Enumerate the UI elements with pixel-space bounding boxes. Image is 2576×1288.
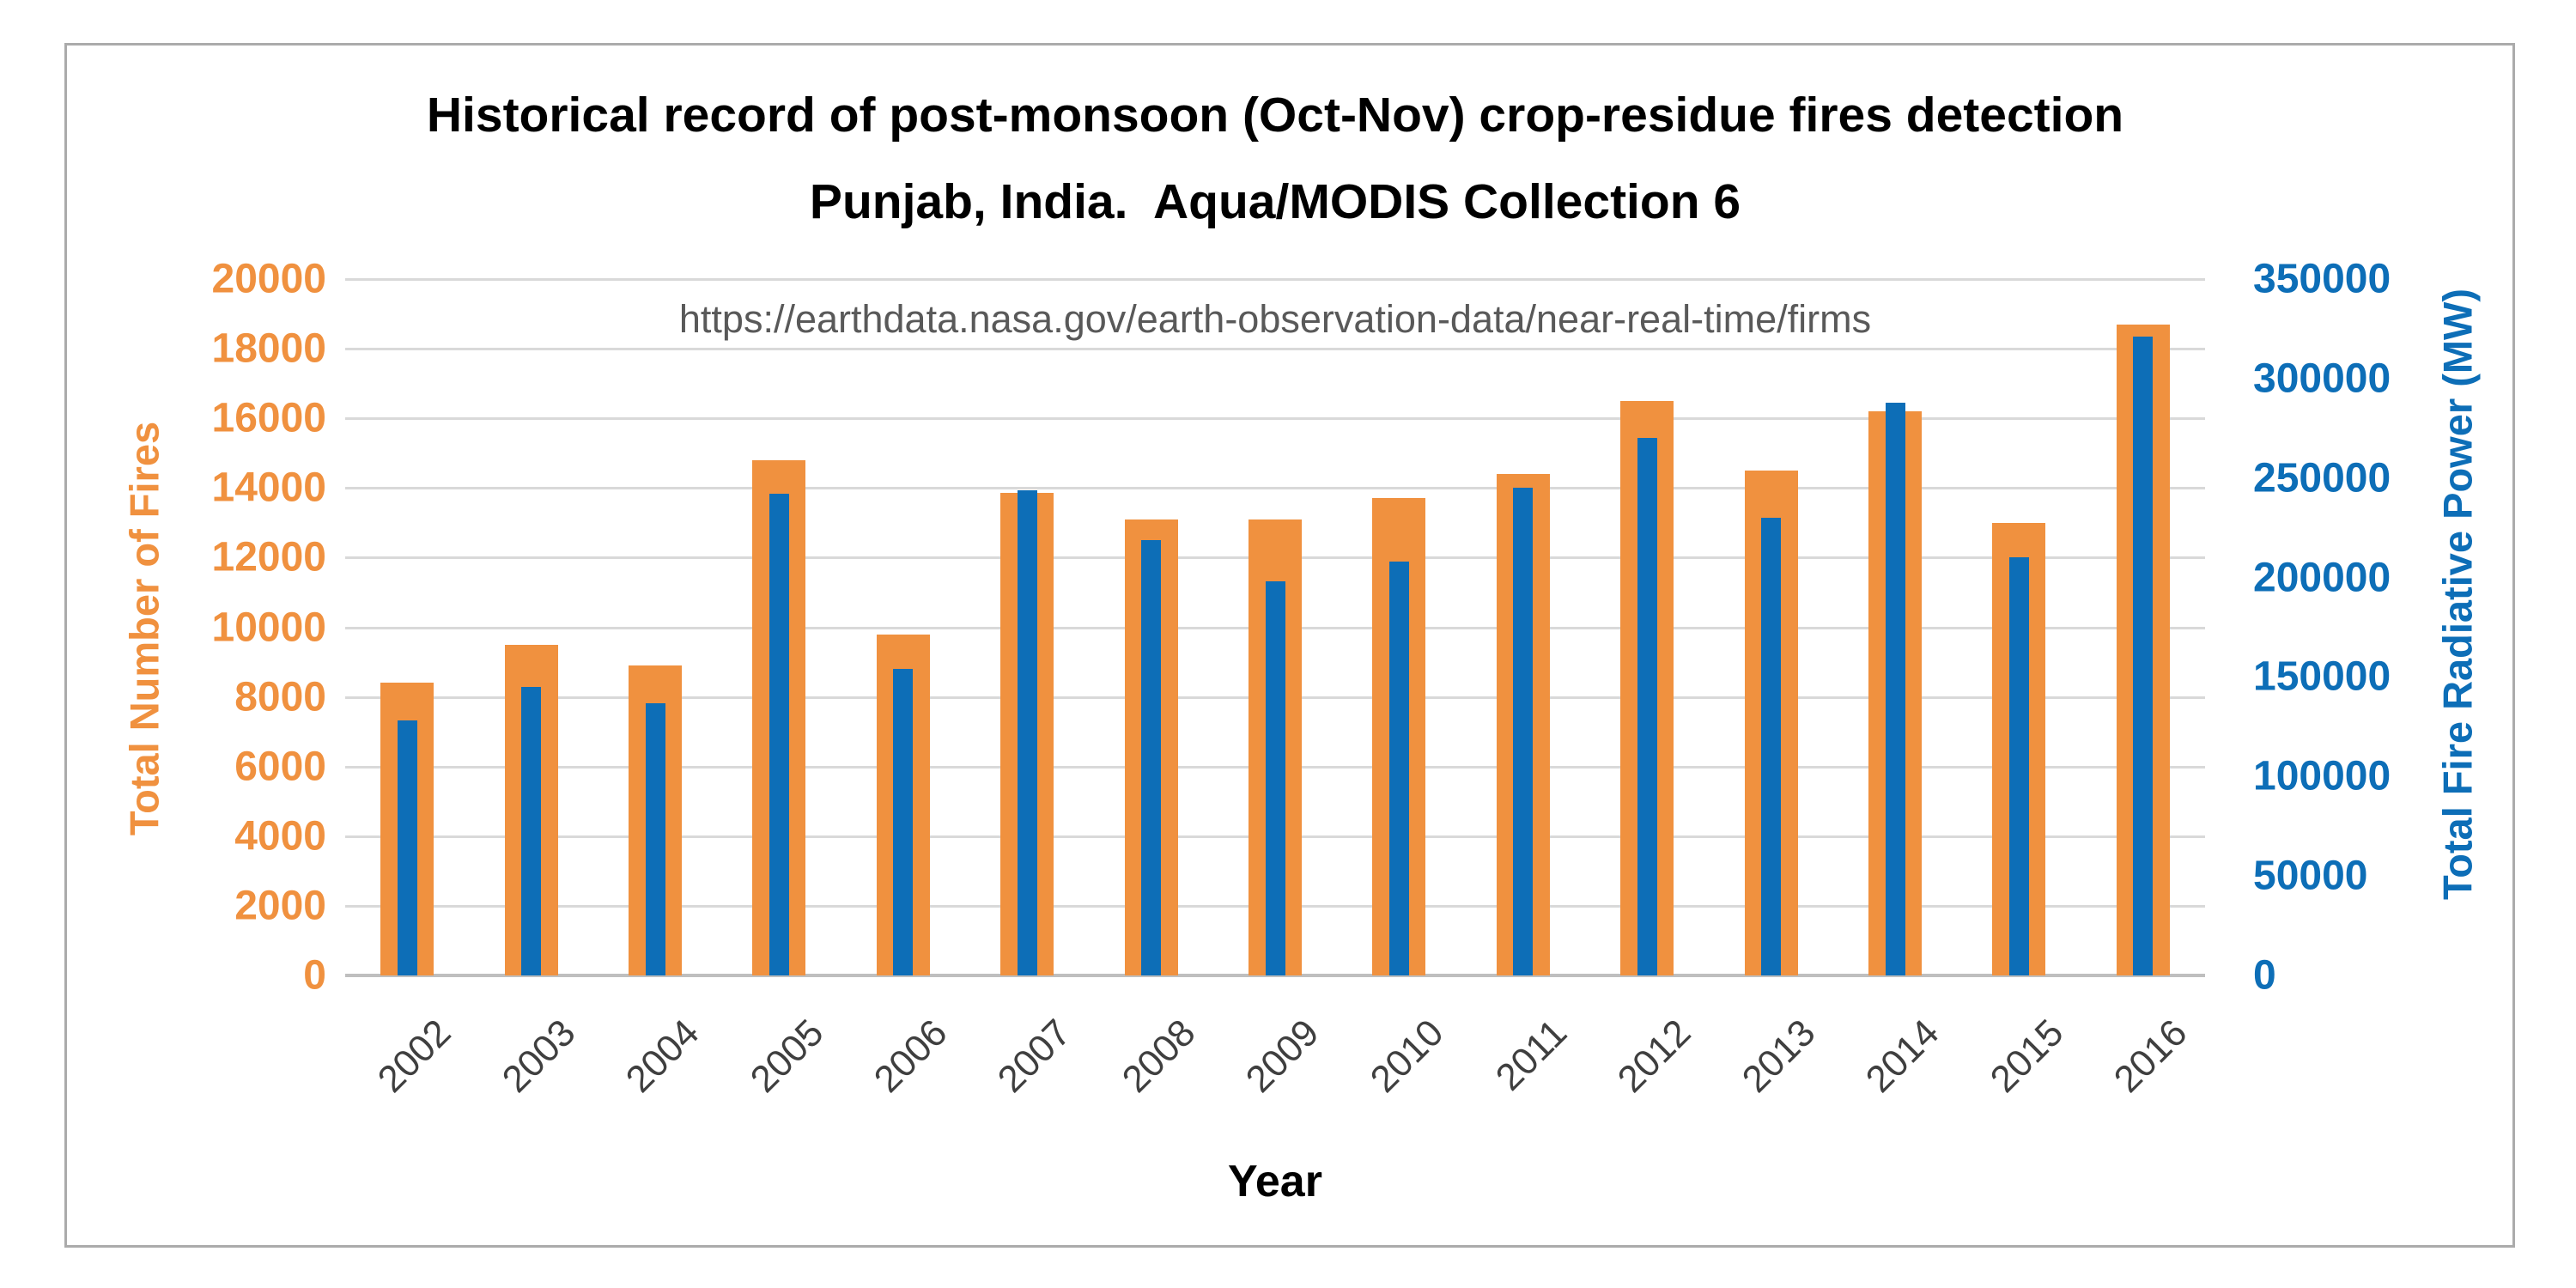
x-axis-line — [345, 974, 2205, 977]
bar-frp-2015 — [2009, 557, 2029, 975]
gridline-14000 — [345, 487, 2205, 490]
bar-frp-2007 — [1018, 490, 1037, 975]
right-axis-tick-150000: 150000 — [2253, 653, 2391, 700]
bar-frp-2005 — [769, 494, 789, 975]
chart-title: Historical record of post-monsoon (Oct-N… — [258, 72, 2293, 246]
right-axis-tick-300000: 300000 — [2253, 355, 2391, 402]
left-axis-tick-6000: 6000 — [234, 744, 326, 790]
left-axis-tick-18000: 18000 — [211, 325, 326, 372]
left-axis-tick-4000: 4000 — [234, 813, 326, 860]
right-axis-tick-50000: 50000 — [2253, 853, 2368, 899]
bar-frp-2010 — [1389, 562, 1409, 975]
x-axis-title: Year — [1228, 1157, 1322, 1206]
bar-frp-2009 — [1266, 581, 1285, 975]
right-axis-title: Total Fire Radiative Power (MW) — [2434, 288, 2481, 901]
left-axis-tick-8000: 8000 — [234, 674, 326, 720]
left-axis-tick-20000: 20000 — [211, 256, 326, 302]
bar-frp-2012 — [1637, 438, 1657, 975]
bar-frp-2016 — [2133, 337, 2153, 975]
bar-frp-2004 — [646, 703, 665, 975]
left-axis-tick-0: 0 — [303, 952, 326, 999]
bar-frp-2011 — [1513, 488, 1533, 975]
bar-frp-2003 — [521, 687, 541, 975]
gridline-16000 — [345, 417, 2205, 421]
left-axis-tick-2000: 2000 — [234, 883, 326, 929]
right-axis-tick-250000: 250000 — [2253, 455, 2391, 501]
bar-frp-2008 — [1141, 540, 1161, 975]
chart-title-line-1: Historical record of post-monsoon (Oct-N… — [426, 88, 2124, 143]
left-axis-tick-14000: 14000 — [211, 465, 326, 511]
gridline-20000 — [345, 278, 2205, 281]
bar-frp-2002 — [398, 720, 417, 975]
source-url-text: https://earthdata.nasa.gov/earth-observa… — [678, 297, 1872, 341]
left-axis-title: Total Number of Fires — [121, 421, 167, 836]
right-axis-tick-100000: 100000 — [2253, 753, 2391, 799]
left-axis-tick-12000: 12000 — [211, 534, 326, 580]
chart-frame-border — [64, 43, 2515, 1248]
chart-title-line-2: Punjab, India. Aqua/MODIS Collection 6 — [809, 174, 1741, 230]
left-axis-tick-10000: 10000 — [211, 605, 326, 650]
right-axis-tick-0: 0 — [2253, 952, 2276, 999]
bar-frp-2006 — [893, 669, 913, 975]
left-axis-tick-16000: 16000 — [211, 395, 326, 441]
gridline-18000 — [345, 348, 2205, 351]
bar-frp-2014 — [1886, 403, 1905, 975]
right-axis-tick-200000: 200000 — [2253, 555, 2391, 601]
right-axis-tick-350000: 350000 — [2253, 256, 2391, 302]
bar-frp-2013 — [1761, 518, 1781, 975]
